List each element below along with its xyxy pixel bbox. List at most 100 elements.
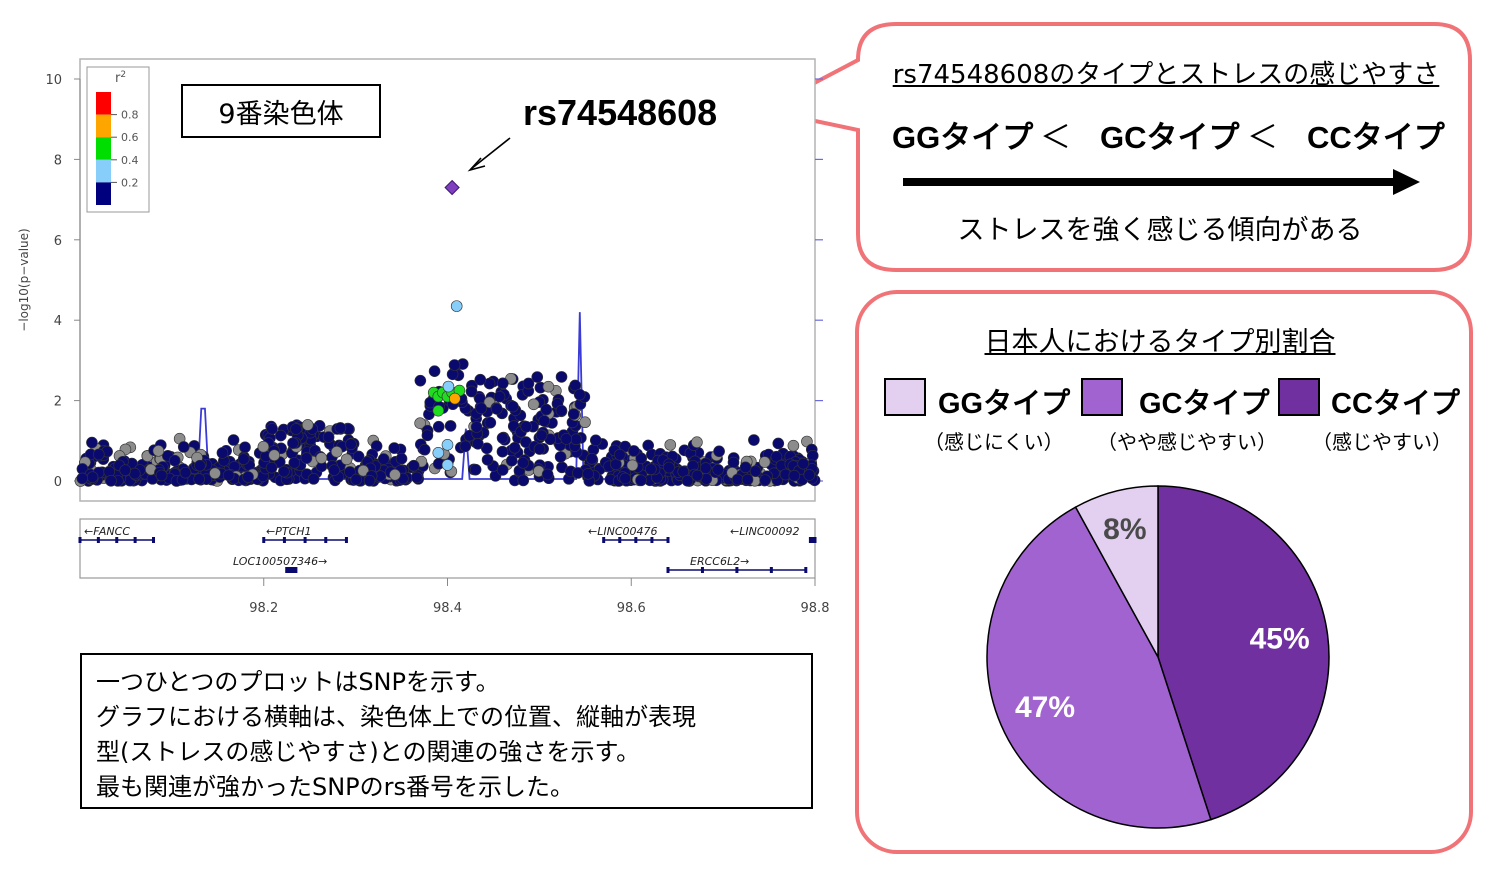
snp-point <box>533 443 546 455</box>
gene-exon <box>78 537 82 543</box>
snp-point <box>749 465 762 478</box>
gene-exon <box>602 537 606 543</box>
snp-pointer-arrow <box>470 137 511 170</box>
gene-track-frame <box>79 518 816 579</box>
order-lt-1: ＜ <box>1040 120 1071 155</box>
snp-point <box>520 420 533 433</box>
snp-point <box>428 365 441 377</box>
y-tick-label: 6 <box>54 234 62 249</box>
snp-point <box>555 404 568 417</box>
snp-pointer-arrowhead <box>467 157 486 172</box>
snp-point <box>274 429 287 442</box>
snp-point <box>432 420 445 433</box>
snp-point <box>92 448 105 461</box>
snp-point <box>490 403 503 415</box>
snp-point <box>787 439 800 452</box>
gene-label: ←LINC00092 <box>730 525 800 538</box>
gene-exon <box>666 567 670 573</box>
snp-point <box>586 453 598 465</box>
legend-swatch-gc <box>1081 378 1123 416</box>
x-tick-label: 98.8 <box>801 601 830 616</box>
description-line: 最も関連が強かったSNPのrs番号を示した。 <box>96 773 575 801</box>
y-tick-label: 4 <box>54 314 62 329</box>
snp-point <box>395 452 408 465</box>
snp-point <box>758 456 771 468</box>
snp-point <box>344 466 356 478</box>
gene-exon <box>287 567 291 573</box>
snp-point <box>713 445 725 458</box>
snp-point <box>268 449 281 462</box>
pie-value-label: 47% <box>1015 691 1075 724</box>
snp-points-background <box>74 358 821 487</box>
r2-legend-swatch <box>96 137 111 160</box>
snp-point <box>538 415 551 427</box>
snp-point <box>508 441 521 454</box>
snp-point <box>227 434 240 446</box>
snp-point-highlight <box>442 380 455 393</box>
snp-point <box>177 441 190 453</box>
snp-point-highlight <box>441 439 454 451</box>
snp-point <box>216 447 229 459</box>
bubble-caption: ストレスを強く感じる傾向がある <box>957 215 1363 246</box>
description-line: 一つひとつのプロットはSNPを示す。 <box>96 668 500 696</box>
snp-point <box>645 463 657 475</box>
snp-point <box>315 452 328 464</box>
pie-chart: 8% 47% 45% <box>986 485 1330 829</box>
pie-value-label: 8% <box>1103 513 1146 546</box>
legend-sub-cc: （感じやすい） <box>1312 430 1452 454</box>
gene-exon <box>650 537 654 543</box>
bubble-title: rs74548608のタイプとストレスの感じやすさ <box>892 60 1440 90</box>
snp-point <box>322 431 335 443</box>
x-tick-label: 98.2 <box>249 601 278 616</box>
snp-point <box>469 463 482 476</box>
y-tick-label: 2 <box>54 395 62 410</box>
snp-point <box>414 374 427 387</box>
snp-point <box>517 474 530 487</box>
gene-label: LOC100507346→ <box>233 555 327 568</box>
stress-arrow-head <box>1393 169 1420 195</box>
order-gg: GGタイプ <box>892 120 1034 155</box>
snp-point <box>119 464 132 476</box>
snp-point <box>209 467 221 480</box>
genotype-order: GGタイプ ＜ GCタイプ ＜ CCタイプ <box>880 112 1450 156</box>
snp-point <box>540 403 553 416</box>
snp-point <box>481 453 494 466</box>
snp-point <box>497 377 509 390</box>
y-tick-label: 8 <box>54 153 62 168</box>
association-plot: 0 2 4 6 8 10 r2 0.8 0.6 0.4 0.2 −log10(p−value) <box>17 58 823 502</box>
gene-exon <box>700 567 704 573</box>
legend-sub-gc: （やや感じやすい） <box>1097 430 1277 454</box>
snp-point <box>411 471 423 484</box>
snp-point <box>496 432 509 444</box>
snp-point <box>582 468 594 480</box>
legend-swatch-gg <box>884 378 926 416</box>
snp-point <box>350 473 363 486</box>
legend-label-cc: CCタイプ <box>1331 388 1460 420</box>
snp-point <box>522 377 535 390</box>
gene-exon <box>115 537 119 543</box>
snp-point <box>421 429 434 442</box>
y-axis-label: −log10(p−value) <box>17 228 31 331</box>
snp-point <box>266 423 278 435</box>
snp-point <box>194 459 206 472</box>
x-axis: 98.2 98.4 98.6 98.8 <box>249 578 829 616</box>
snp-point <box>330 446 343 458</box>
snp-point <box>507 400 519 413</box>
snp-point <box>265 461 278 474</box>
snp-point <box>619 472 631 485</box>
snp-point <box>288 457 301 469</box>
r2-legend-tick: 0.2 <box>121 176 139 189</box>
r2-legend-swatch <box>96 92 111 115</box>
snp-point <box>560 433 573 445</box>
snp-point <box>541 468 554 481</box>
snp-point <box>237 453 250 465</box>
snp-point <box>573 388 586 401</box>
snp-point <box>664 439 677 451</box>
snp-point <box>554 451 567 463</box>
snp-point <box>193 473 205 485</box>
snp-point <box>496 464 509 476</box>
snp-point <box>699 462 712 474</box>
snp-point <box>517 457 529 469</box>
snp-point <box>239 441 251 454</box>
